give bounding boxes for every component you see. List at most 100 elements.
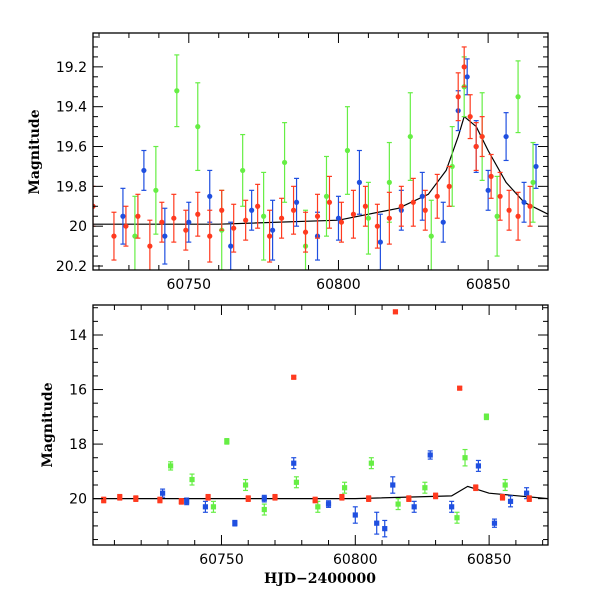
data-point — [377, 239, 383, 245]
x-tick-label: 60750 — [167, 277, 212, 293]
data-point — [515, 213, 521, 219]
data-point — [261, 506, 267, 513]
data-point — [461, 64, 467, 70]
data-point — [302, 229, 309, 235]
data-point — [293, 199, 300, 205]
y-tick-label: 19.6 — [56, 140, 87, 156]
data-point — [186, 219, 192, 225]
data-point — [178, 498, 184, 504]
data-point — [162, 233, 168, 239]
data-point — [335, 215, 342, 221]
data-point — [326, 199, 333, 205]
data-point — [485, 187, 491, 193]
data-point — [231, 225, 237, 231]
data-point — [133, 496, 139, 502]
y-tick-label: 18 — [69, 437, 87, 453]
data-point — [427, 452, 433, 458]
y-tick-label: 19.2 — [56, 60, 87, 76]
data-point — [530, 179, 536, 185]
data-point — [454, 515, 460, 521]
data-point — [366, 496, 372, 502]
data-point — [153, 187, 159, 193]
data-point — [499, 494, 506, 500]
data-point — [506, 207, 512, 213]
data-point — [352, 512, 358, 518]
data-point — [325, 501, 332, 507]
data-point — [202, 504, 209, 510]
data-point — [272, 494, 278, 500]
data-point — [232, 520, 238, 526]
data-point — [434, 193, 440, 199]
data-point — [374, 223, 380, 229]
model-curve — [93, 485, 548, 500]
bottom-plot-area — [93, 309, 548, 538]
data-point — [261, 213, 267, 219]
data-point — [117, 494, 123, 500]
data-point — [171, 215, 177, 221]
data-point — [362, 203, 369, 209]
data-point — [521, 199, 527, 205]
data-point — [523, 490, 530, 496]
bottom-axes-frame — [92, 304, 549, 546]
data-point — [249, 207, 255, 213]
data-point — [344, 147, 351, 154]
data-point — [323, 193, 330, 199]
data-point — [147, 243, 153, 249]
data-point — [120, 213, 126, 219]
top-axes-frame — [92, 32, 549, 271]
data-point — [446, 183, 452, 189]
data-point — [440, 219, 446, 225]
data-point — [245, 496, 251, 502]
data-point — [483, 414, 490, 420]
x-tick-label: 60800 — [316, 277, 361, 293]
data-point — [432, 493, 439, 499]
data-point — [184, 498, 190, 504]
y-tick-label: 16 — [69, 383, 87, 399]
data-point — [390, 482, 396, 488]
data-point — [314, 213, 321, 219]
data-point — [123, 223, 129, 229]
top-plot-area — [93, 46, 548, 270]
data-point — [419, 193, 425, 199]
data-point — [174, 88, 180, 94]
data-point — [398, 203, 404, 209]
data-point — [267, 233, 273, 239]
data-point — [228, 243, 234, 249]
data-point — [195, 124, 201, 130]
data-point — [270, 227, 276, 233]
data-point — [205, 494, 211, 500]
data-point — [183, 227, 189, 233]
data-point — [374, 520, 380, 526]
data-point — [488, 173, 494, 179]
data-point — [111, 233, 117, 239]
data-point — [395, 501, 401, 507]
data-point — [132, 233, 138, 239]
data-point — [464, 74, 470, 80]
data-point — [159, 490, 166, 496]
data-point — [475, 463, 482, 469]
data-point — [207, 233, 213, 239]
x-tick-label: 60750 — [199, 552, 244, 568]
data-point — [243, 217, 249, 223]
data-point — [497, 193, 503, 199]
data-point — [315, 504, 321, 510]
data-point — [386, 215, 392, 221]
data-point — [533, 163, 539, 170]
y-tick-label: 20 — [69, 492, 87, 508]
data-point — [502, 482, 508, 488]
data-point — [219, 207, 225, 213]
data-point — [168, 463, 174, 469]
data-point — [159, 219, 165, 225]
data-point — [281, 159, 288, 166]
data-point — [368, 460, 374, 466]
data-point — [422, 485, 428, 491]
data-point — [278, 215, 285, 221]
data-point — [407, 133, 413, 140]
y-tick-label: 20.2 — [56, 259, 87, 275]
data-point — [473, 485, 479, 491]
data-point — [210, 504, 217, 510]
data-point — [494, 213, 500, 219]
data-point — [411, 504, 417, 510]
data-point — [507, 498, 514, 504]
